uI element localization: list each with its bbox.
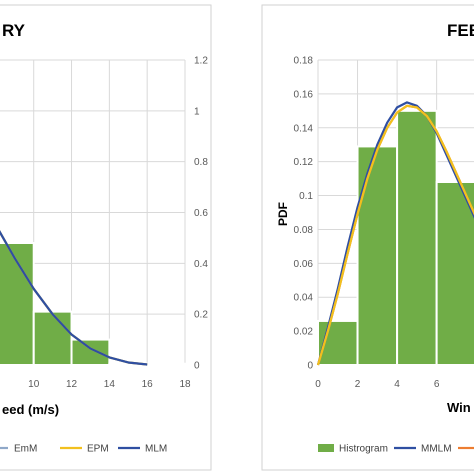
right-legend-swatch-histrogram — [318, 444, 334, 452]
left-y-tick-0-2: 0.2 — [194, 310, 208, 321]
left-y-tick-0-4: 0.4 — [194, 259, 208, 270]
right-y-tick-0-1: 0.1 — [299, 191, 313, 202]
right-x-tick-0: 0 — [315, 379, 321, 390]
right-y-tick-0-04: 0.04 — [294, 293, 314, 304]
right-fitted-curves — [316, 101, 474, 366]
right-histogram-bars — [317, 109, 474, 367]
left-x-tick-labels: 10 12 14 16 18 — [28, 379, 191, 390]
right-x-axis-label: Win — [447, 400, 471, 415]
right-curve-mmlm — [316, 101, 474, 366]
right-x-tick-6: 6 — [434, 379, 440, 390]
left-x-tick-14: 14 — [104, 379, 116, 390]
left-y-tick-0-8: 0.8 — [194, 157, 208, 168]
right-curve-series-3 — [316, 104, 474, 366]
left-y-tick-0-6: 0.6 — [194, 208, 208, 219]
right-histogram-bar-2 — [356, 145, 399, 366]
right-y-tick-0-08: 0.08 — [294, 225, 314, 236]
left-x-tick-16: 16 — [142, 379, 154, 390]
right-chart-title: FEB — [447, 21, 474, 40]
left-x-axis-label: eed (m/s) — [2, 402, 59, 417]
right-y-tick-0-12: 0.12 — [294, 157, 314, 168]
left-histogram-bar-3 — [70, 338, 111, 367]
right-histogram-bar-4 — [435, 181, 474, 366]
left-x-tick-18: 18 — [179, 379, 191, 390]
right-legend-label-histrogram: Histrogram — [339, 444, 388, 455]
left-legend-label-mlm: MLM — [145, 444, 167, 455]
right-y-tick-0-06: 0.06 — [294, 259, 314, 270]
left-legend: EmM EPM MLM — [0, 444, 167, 455]
right-legend: Histrogram MMLM — [318, 444, 474, 455]
left-chart-title: RY — [2, 21, 26, 40]
right-y-tick-labels: 0 0.02 0.04 0.06 0.08 0.1 0.12 0.14 0.16 0.18 — [294, 56, 314, 372]
right-y-axis-label: PDF — [276, 202, 290, 226]
right-y-tick-0-18: 0.18 — [294, 56, 314, 67]
left-x-tick-10: 10 — [28, 379, 40, 390]
left-histogram-bar-2 — [32, 310, 73, 366]
right-legend-label-mmlm: MMLM — [421, 444, 452, 455]
left-legend-label-emm: EmM — [14, 444, 37, 455]
left-y-tick-labels: 0 0.2 0.4 0.6 0.8 1 1.2 — [194, 56, 208, 372]
right-y-tick-0-16: 0.16 — [294, 89, 314, 100]
right-chart-panel: FEB 0 0.02 0.04 0.06 0.08 0.1 0.12 0.14 0.16 0.18… — [261, 4, 474, 471]
right-histogram-bar-3 — [396, 109, 438, 367]
left-y-tick-0: 0 — [194, 361, 200, 372]
left-legend-label-epm: EPM — [87, 444, 109, 455]
left-chart-panel: RY 0 0.2 0.4 0.6 0.8 1 1.2 10 12 14 16 18 eed (m/s… — [0, 4, 212, 471]
left-x-tick-12: 12 — [66, 379, 78, 390]
left-chart-frame — [0, 4, 212, 471]
left-curve-mlm — [0, 230, 148, 366]
left-histogram-bar-5 — [146, 362, 187, 366]
left-y-tick-1-2: 1.2 — [194, 56, 208, 67]
left-y-tick-1: 1 — [194, 106, 200, 117]
right-x-tick-labels: 0 2 4 6 — [315, 379, 440, 390]
right-y-tick-0-14: 0.14 — [294, 123, 314, 134]
right-x-tick-4: 4 — [394, 379, 400, 390]
left-fitted-curves — [0, 230, 148, 366]
right-x-tick-2: 2 — [355, 379, 361, 390]
right-y-tick-0: 0 — [307, 361, 313, 372]
right-y-tick-0-02: 0.02 — [294, 327, 314, 338]
